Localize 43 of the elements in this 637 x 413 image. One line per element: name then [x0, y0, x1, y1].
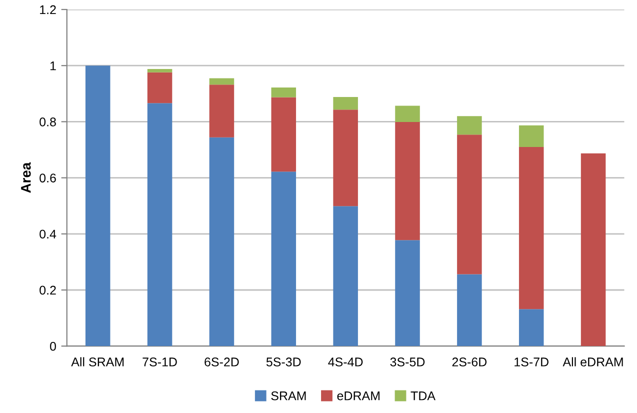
x-tick-label: 1S-7D	[514, 358, 548, 366]
x-tick-label: 5S-3D	[266, 358, 301, 366]
x-tick-label: All SRAM	[71, 357, 124, 366]
y-tick-label: 1.2	[40, 5, 56, 14]
y-tick-label: 0.8	[40, 118, 56, 126]
y-tick-label: 0.2	[40, 286, 56, 295]
bar	[518, 146, 544, 310]
y-tick-label: 0.4	[40, 230, 56, 239]
legend-label: TDA	[410, 392, 436, 400]
bar	[457, 134, 482, 274]
legend-label: SRAM	[271, 391, 306, 400]
bar	[209, 78, 234, 85]
bar	[395, 240, 420, 346]
bar	[518, 125, 544, 147]
bar	[333, 110, 358, 206]
legend-label: eDRAM	[337, 392, 380, 400]
bar	[457, 274, 482, 346]
bar	[580, 153, 606, 346]
x-tick-label: 4S-4D	[328, 358, 363, 366]
y-tick-label: 0	[50, 342, 56, 351]
bar	[518, 309, 544, 346]
x-tick-label: 7S-1D	[142, 358, 177, 366]
x-tick-label: 6S-2D	[204, 358, 239, 366]
y-tick-label: 1	[50, 62, 56, 70]
bar	[147, 68, 172, 72]
bar	[147, 103, 172, 346]
bar	[271, 97, 296, 172]
bar	[271, 87, 296, 98]
bar	[333, 97, 358, 110]
bar	[209, 137, 234, 346]
bar	[395, 122, 420, 240]
bar	[209, 84, 234, 138]
bar	[271, 172, 296, 346]
bar	[85, 66, 110, 346]
bar	[147, 72, 172, 104]
y-tick-label: 0.6	[40, 174, 56, 182]
bar	[457, 116, 482, 135]
x-tick-label: 3S-5D	[390, 358, 425, 366]
bar	[395, 106, 420, 122]
bar	[333, 206, 358, 346]
y-axis-title: Area	[21, 162, 31, 193]
x-tick-label: 2S-6D	[452, 358, 487, 366]
x-tick-label: All eDRAM	[562, 357, 623, 366]
